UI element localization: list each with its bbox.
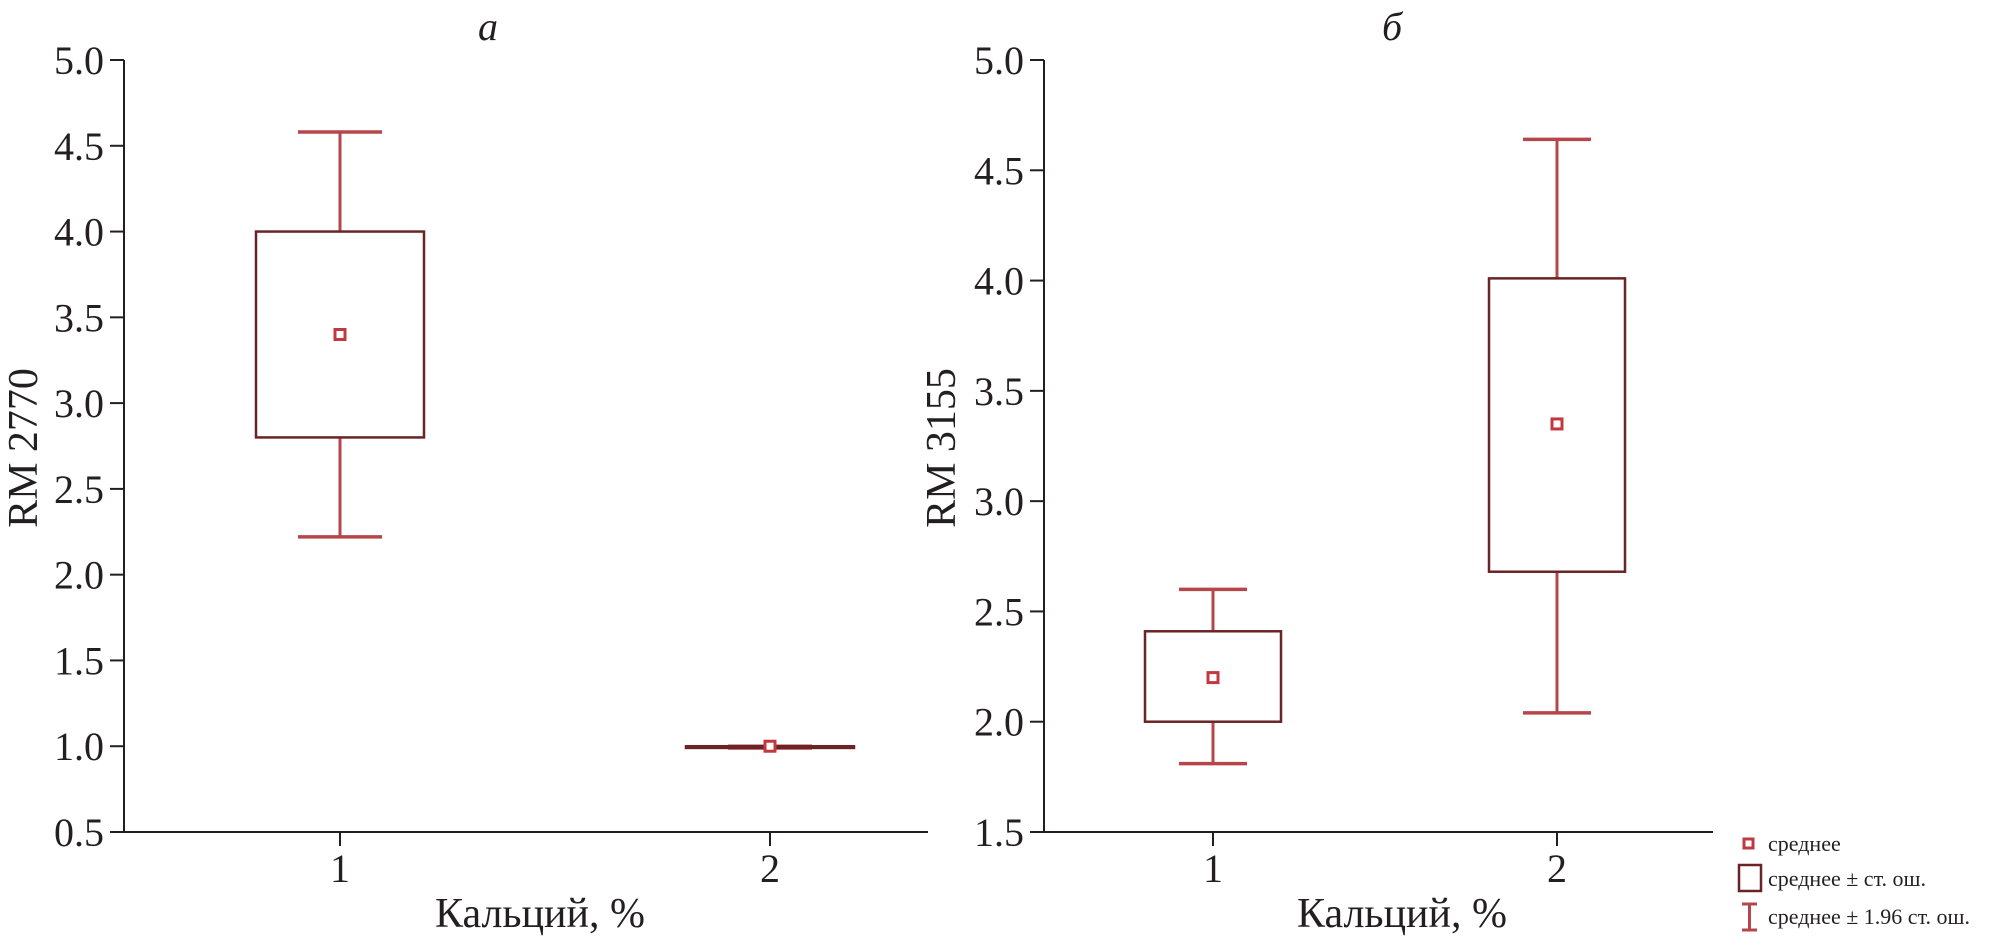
panel-b-x-axis-label: Кальций, % — [1297, 891, 1507, 937]
y-tick-label: 3.5 — [54, 295, 104, 340]
box-icon — [1737, 863, 1763, 893]
y-tick-label: 2.5 — [974, 589, 1024, 634]
panel-a-marks — [254, 130, 856, 753]
y-tick-label: 2.5 — [54, 467, 104, 512]
y-tick-label: 3.0 — [974, 479, 1024, 524]
se-box — [254, 230, 426, 439]
mean-marker-icon — [1742, 837, 1755, 850]
x-tick-label: 2 — [760, 846, 780, 891]
legend-label-mean: среднее — [1768, 831, 1841, 856]
y-tick-label: 3.0 — [54, 381, 104, 426]
y-tick-label: 5.0 — [54, 38, 104, 83]
x-tick-label: 1 — [330, 846, 350, 891]
y-tick-label: 1.5 — [974, 810, 1024, 855]
panel-a-axes: 0.5 1.0 1.5 2.0 2.5 3.0 3.5 4.0 4.5 5.0 1 2 — [54, 38, 928, 891]
y-tick-label: 2.0 — [54, 553, 104, 598]
panel-a-y-axis-label: RM 2770 — [1, 368, 47, 528]
y-tick-label: 5.0 — [974, 38, 1024, 83]
mean-marker — [1206, 671, 1220, 685]
se-box — [1487, 277, 1627, 573]
mean-marker — [763, 739, 777, 753]
y-tick-label: 4.5 — [974, 148, 1024, 193]
panel-b-label: б — [1382, 4, 1404, 49]
y-tick-label: 4.0 — [54, 210, 104, 255]
y-tick-label: 0.5 — [54, 810, 104, 855]
y-tick-label: 2.0 — [974, 700, 1024, 745]
panel-a-label: а — [478, 4, 498, 49]
mean-marker — [1550, 417, 1564, 431]
y-tick-label: 1.5 — [54, 638, 104, 683]
legend-item-ci: среднее ± 1.96 ст. ош. — [1742, 902, 1970, 932]
y-tick-label: 3.5 — [974, 369, 1024, 414]
mean-marker — [333, 327, 347, 341]
panel-b: б 1.52.02.53.03.54.04.55.01 2 Кальций, % … — [919, 4, 1713, 937]
legend-label-ci: среднее ± 1.96 ст. ош. — [1768, 904, 1970, 929]
legend-item-mean: среднее — [1742, 831, 1841, 856]
panel-a: а 0.5 1.0 1.5 2.0 2.5 3.0 3.5 4.0 4.5 5.0 1 2 Кальц… — [1, 4, 928, 937]
y-tick-label: 4.0 — [974, 259, 1024, 304]
whisker-icon — [1742, 902, 1757, 932]
panel-a-x-axis-label: Кальций, % — [435, 891, 645, 937]
panel-b-y-axis-label: RM 3155 — [919, 368, 965, 528]
x-tick-label: 1 — [1203, 846, 1223, 891]
se-box — [1143, 630, 1283, 723]
y-tick-label: 4.5 — [54, 124, 104, 169]
y-tick-label: 1.0 — [54, 724, 104, 769]
legend-item-se: среднее ± ст. ош. — [1737, 863, 1926, 893]
panel-b-marks — [1143, 137, 1627, 766]
legend: среднее среднее ± ст. ош. среднее ± 1.96… — [1737, 831, 1970, 932]
legend-label-se: среднее ± ст. ош. — [1768, 866, 1926, 891]
panel-b-axes: 1.5 2.0 2.5 3.0 3.5 4.0 4.5 5.0 1 2 — [974, 38, 1713, 891]
x-tick-label: 2 — [1547, 846, 1567, 891]
